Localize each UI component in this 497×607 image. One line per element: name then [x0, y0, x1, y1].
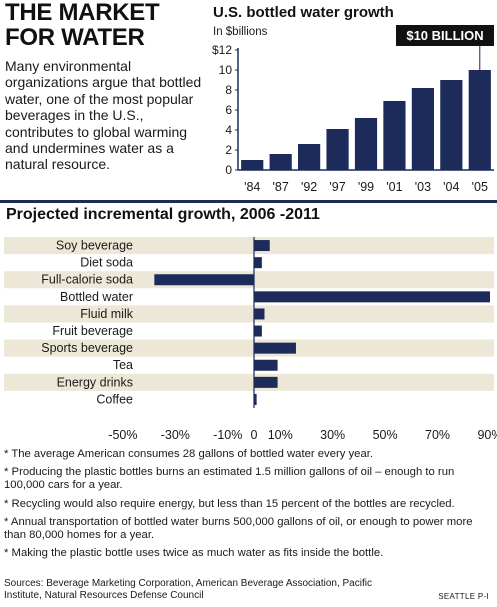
x-tick-label: '99: [358, 180, 374, 194]
x-tick-label: '92: [301, 180, 317, 194]
bar: [254, 342, 296, 354]
y-tick-label: 10: [219, 63, 233, 77]
bar: [254, 291, 490, 303]
footnote: * The average American consumes 28 gallo…: [4, 448, 374, 460]
callout-box: [396, 25, 494, 46]
row-band: [4, 373, 494, 391]
bar: [254, 308, 265, 320]
category-label: Coffee: [96, 392, 133, 406]
row-band: [4, 305, 494, 323]
bar: [254, 240, 270, 252]
category-label: Soy beverage: [56, 239, 133, 253]
x-tick-label: 30%: [320, 428, 345, 442]
x-tick-label: '05: [472, 180, 488, 194]
x-tick-label: 0: [251, 428, 258, 442]
footnote: * Annual transportation of bottled water…: [4, 515, 473, 542]
intro-text: Many environmental organizations argue t…: [5, 58, 202, 173]
bottled-water-growth-chart: U.S. bottled water growth In $billions 0 2 4…: [212, 4, 494, 194]
category-label: Tea: [113, 358, 133, 372]
footnote: * Making the plastic bottle uses twice a…: [4, 547, 384, 560]
footnote: * Recycling would also require energy, b…: [4, 497, 455, 510]
bar: [269, 154, 292, 170]
bar: [241, 160, 264, 170]
bar: [468, 70, 491, 170]
bar: [440, 80, 463, 170]
x-tick-label: '87: [273, 180, 289, 194]
bar: [254, 376, 278, 388]
growth-chart-title: Projected incremental growth, 2006 -2011: [6, 206, 320, 223]
bar: [254, 393, 257, 405]
bar: [254, 325, 262, 337]
row-band: [4, 237, 494, 255]
x-tick-label: -30%: [161, 428, 190, 442]
category-label: Bottled water: [60, 290, 133, 304]
category-label: Sports beverage: [41, 341, 133, 355]
incremental-growth-chart: Soy beverage Diet soda Full-calorie soda Bo…: [4, 237, 497, 442]
bar: [254, 257, 262, 269]
y-tick-label: 2: [225, 143, 232, 157]
x-tick-label: 90%: [477, 428, 497, 442]
category-label: Energy drinks: [57, 375, 133, 389]
x-tick-label: '01: [386, 180, 402, 194]
bar: [254, 359, 278, 371]
y-axis-label: In $billions: [213, 26, 268, 38]
bar: [354, 118, 378, 170]
section-divider: [0, 200, 497, 203]
chart-title: U.S. bottled water growth: [213, 4, 394, 21]
x-tick-label: 10%: [268, 428, 293, 442]
bar: [383, 101, 406, 170]
x-tick-label: -50%: [108, 428, 137, 442]
footnotes: * The average American consumes 28 gallo…: [4, 448, 494, 565]
category-label: Diet soda: [80, 256, 133, 270]
x-tick-label: '84: [244, 180, 260, 194]
footnote: * Producing the plastic bottles burns an…: [4, 466, 455, 492]
y-tick-label: 8: [225, 83, 232, 97]
credit: SEATTLE P-I: [438, 592, 489, 601]
y-tick-label: 6: [225, 103, 232, 117]
row-band: [4, 339, 494, 357]
callout-label: $10 BILLION: [406, 28, 483, 43]
x-tick-label: 70%: [425, 428, 450, 442]
headline: THE MARKET FOR WATER: [5, 0, 160, 51]
bar: [326, 129, 349, 170]
category-label: Full-calorie soda: [41, 273, 133, 287]
x-tick-label: '04: [443, 180, 459, 194]
x-tick-label: -10%: [213, 428, 242, 442]
x-tick-label: 50%: [373, 428, 398, 442]
category-label: Fluid milk: [80, 307, 134, 321]
y-tick-label: 0: [225, 163, 232, 177]
category-label: Fruit beverage: [52, 324, 133, 338]
bar: [411, 88, 434, 170]
bar: [154, 274, 254, 286]
x-tick-label: '97: [329, 180, 345, 194]
x-tick-label: '03: [415, 180, 431, 194]
y-tick-label: $12: [212, 43, 232, 57]
y-tick-label: 4: [225, 123, 232, 137]
bar: [298, 144, 321, 170]
sources: Sources: Beverage Marketing Corporation,…: [4, 578, 372, 601]
